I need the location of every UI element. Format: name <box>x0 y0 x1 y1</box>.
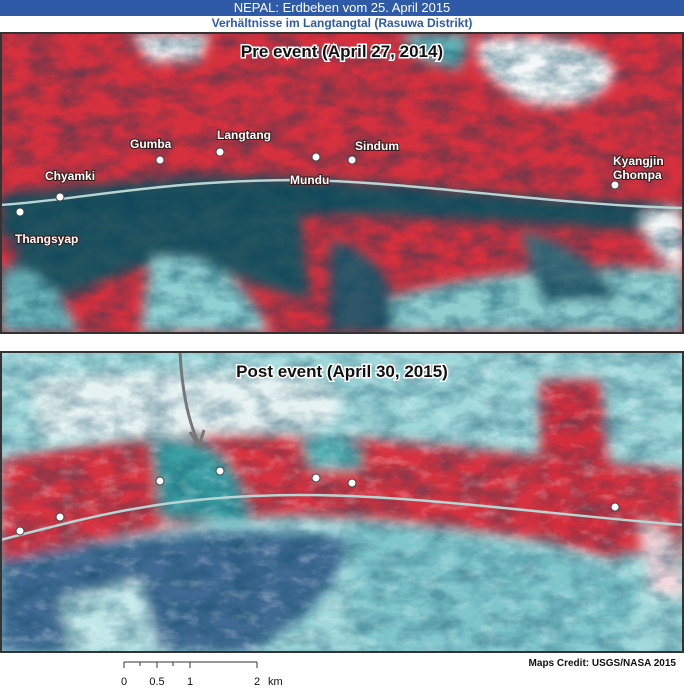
panel-title: Pre event (April 27, 2014) <box>241 42 443 61</box>
scale-label: 0.5 <box>149 676 164 688</box>
place-marker <box>155 476 165 486</box>
place-marker <box>610 502 620 512</box>
place-marker <box>610 180 620 190</box>
place-marker <box>215 466 225 476</box>
scale-label: 2 <box>254 676 260 688</box>
scale-label: 0 <box>121 676 127 688</box>
panel-title: Post event (April 30, 2015) <box>236 362 448 381</box>
pre-event-image <box>1 33 683 333</box>
place-marker <box>347 155 357 165</box>
place-label: Langtang <box>217 128 271 142</box>
header-title: NEPAL: Erdbeben vom 25. April 2015 <box>234 0 451 15</box>
place-marker <box>215 147 225 157</box>
place-marker <box>55 192 65 202</box>
place-marker <box>15 207 25 217</box>
place-marker <box>15 526 25 536</box>
header-subtitle: Verhältnisse im Langtangtal (Rasuwa Dist… <box>212 16 473 30</box>
place-label: Thangsyap <box>15 232 78 246</box>
place-label: Mundu <box>290 173 329 187</box>
place-marker <box>311 473 321 483</box>
place-marker <box>311 152 321 162</box>
scale-bar <box>123 661 258 668</box>
place-marker <box>155 155 165 165</box>
place-marker <box>55 512 65 522</box>
scale-unit: km <box>268 676 283 688</box>
place-marker <box>347 478 357 488</box>
place-label: Ghompa <box>613 168 662 182</box>
credit: Maps Credit: USGS/NASA 2015 <box>529 658 677 669</box>
place-label: Gumba <box>130 137 172 151</box>
scale-label: 1 <box>187 676 193 688</box>
place-label: Sindum <box>355 139 399 153</box>
header-band <box>0 0 684 16</box>
place-label: Chyamki <box>45 169 95 183</box>
post-event-image <box>1 352 683 652</box>
place-label: Kyangjin <box>613 154 664 168</box>
